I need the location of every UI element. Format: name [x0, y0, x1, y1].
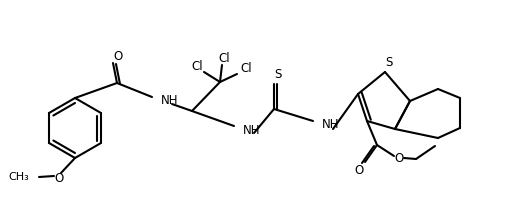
Text: O: O: [394, 152, 404, 166]
Text: O: O: [54, 172, 64, 184]
Text: Cl: Cl: [191, 60, 203, 73]
Text: NH: NH: [161, 93, 179, 106]
Text: CH₃: CH₃: [8, 172, 29, 182]
Text: O: O: [354, 165, 364, 177]
Text: S: S: [385, 57, 393, 70]
Text: Cl: Cl: [218, 52, 230, 64]
Text: O: O: [113, 50, 123, 64]
Text: Cl: Cl: [240, 63, 252, 75]
Text: NH: NH: [243, 124, 261, 137]
Text: S: S: [275, 68, 282, 81]
Text: NH: NH: [322, 119, 339, 131]
